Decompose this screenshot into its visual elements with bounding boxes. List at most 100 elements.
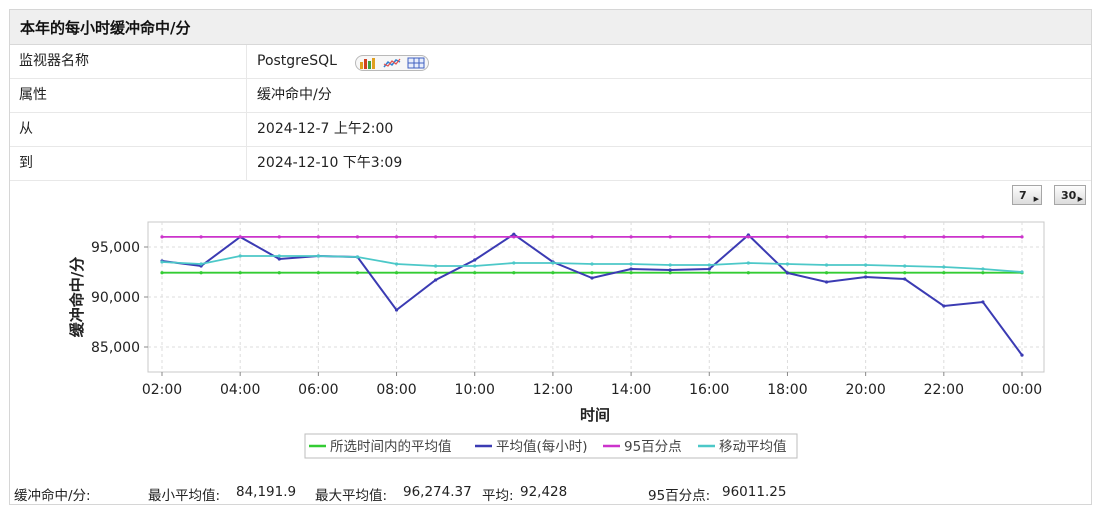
legend-entry: 平均值(每小时) [496,439,588,455]
data-point [824,271,829,275]
data-point [355,255,360,259]
table-icon[interactable] [407,57,425,69]
data-point [629,267,633,271]
data-point [394,308,399,312]
data-point [512,232,516,236]
data-point [238,235,242,239]
data-point [160,271,164,275]
data-point [434,278,438,282]
data-point [277,235,281,239]
data-point [160,260,164,264]
x-tick-label: 04:00 [220,382,260,398]
data-point [590,262,594,266]
x-tick-label: 18:00 [767,382,807,398]
data-point [942,304,946,308]
data-point [199,235,203,239]
data-point [434,271,438,275]
data-point [824,263,829,267]
data-point [551,235,555,239]
data-point [824,235,829,239]
period-7-label: 7 [1019,189,1027,202]
data-point [316,254,320,258]
data-point [512,261,516,265]
data-point [903,271,907,275]
data-point [824,280,829,284]
x-tick-label: 00:00 [1002,382,1042,398]
y-tick-label: 90,000 [91,290,140,306]
stats-min-label: 最小平均值: [148,488,221,504]
data-point [942,235,946,239]
info-value: 缓冲命中/分 [257,87,332,103]
report-type-toggle[interactable] [355,55,429,71]
stats-min-value: 84,191.9 [236,484,297,500]
stats-max-label: 最大平均值: [315,488,388,504]
stats-avg-value: 92,428 [520,484,568,500]
data-point [473,235,477,239]
data-point [903,277,907,281]
x-tick-label: 16:00 [689,382,729,398]
data-point [864,275,868,279]
arrow-icon: ▶ [1077,195,1083,203]
info-label: 到 [10,147,247,180]
data-point [707,235,711,239]
data-point [1020,235,1024,239]
period-7-days-button[interactable]: 7 ▶ [1012,185,1042,205]
info-row-to: 到 2024-12-10 下午3:09 [10,147,1091,181]
period-30-label: 30 [1061,189,1077,202]
legend-entry: 95百分点 [624,439,682,455]
data-point [668,271,672,275]
data-point [903,235,907,239]
data-point [864,271,868,275]
data-point [160,235,164,239]
data-point [199,262,203,266]
data-point [316,271,320,275]
data-point [746,261,750,265]
data-point [864,235,868,239]
data-point [394,271,399,275]
data-point [590,235,594,239]
data-point [551,271,555,275]
data-point [434,235,438,239]
info-row-attribute: 属性 缓冲命中/分 [10,79,1091,113]
data-point [785,271,790,275]
legend-entry: 移动平均值 [719,439,787,455]
data-point [316,235,320,239]
data-point [629,262,633,266]
data-point [238,271,242,275]
data-point [238,254,242,258]
stats-max-value: 96,274.37 [403,484,472,500]
data-point [707,267,711,271]
data-point [355,271,360,275]
bar-chart-icon[interactable] [359,57,377,69]
x-tick-label: 10:00 [455,382,495,398]
data-point [785,262,790,266]
data-point [864,263,868,267]
legend-entry: 所选时间内的平均值 [330,439,452,455]
stats-p95-value: 96011.25 [722,484,787,500]
data-point [942,271,946,275]
x-tick-label: 12:00 [533,382,573,398]
data-point [551,261,555,265]
data-point [277,254,281,258]
data-point [512,271,516,275]
line-chart-icon[interactable] [383,57,401,69]
data-point [199,271,203,275]
data-point [981,271,985,275]
arrow-icon: ▶ [1033,195,1039,203]
data-point [394,262,399,266]
data-point [981,235,985,239]
data-point [590,276,594,280]
y-tick-label: 85,000 [91,340,140,356]
data-point [629,235,633,239]
data-point [903,264,907,268]
data-point [473,264,477,268]
data-point [746,235,750,239]
data-point [473,271,477,275]
panel-title: 本年的每小时缓冲命中/分 [10,10,1091,45]
data-point [277,257,281,261]
period-30-days-button[interactable]: 30 ▶ [1054,185,1086,205]
y-axis-label: 缓冲命中/分 [68,257,86,337]
data-point [668,268,672,272]
data-point [981,300,985,304]
data-point [785,235,790,239]
